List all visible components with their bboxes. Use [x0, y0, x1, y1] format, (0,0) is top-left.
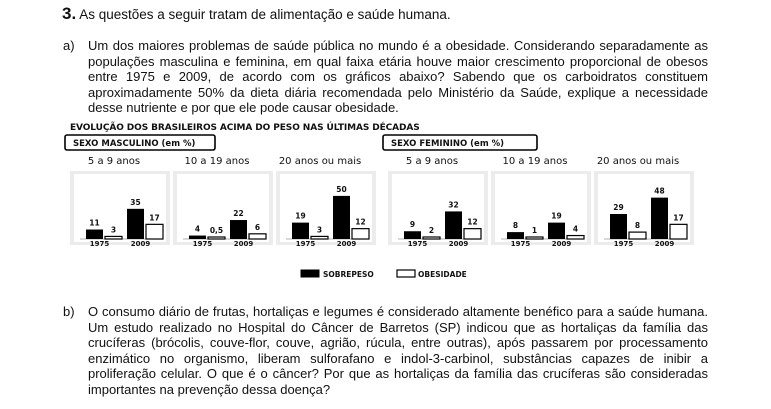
bar-sobrepeso-1-2-1 [651, 197, 668, 239]
label-sobrepeso-1-2-1: 48 [654, 187, 664, 196]
bar-obesidade-0-2-0 [310, 235, 329, 240]
label-sobrepeso-1-1-0: 8 [513, 221, 518, 230]
group-header-label-1: SEXO FEMININO (em %) [391, 139, 504, 149]
category-label-0-2-1: 2009 [337, 240, 357, 248]
bar-sobrepeso-1-1-1 [548, 222, 565, 239]
label-sobrepeso-1-2-0: 29 [613, 203, 623, 212]
legend-swatch-sobrepeso [300, 269, 320, 278]
question-header: 3. As questões a seguir tratam de alimen… [62, 4, 451, 24]
bar-obesidade-1-2-1 [669, 223, 688, 240]
legend-label-sobrepeso: SOBREPESO [323, 270, 374, 279]
panel-inner-1-1 [495, 174, 587, 242]
bar-obesidade-1-2-0 [628, 231, 647, 240]
group-header-label-0: SEXO MASCULINO (em %) [73, 139, 196, 149]
category-label-1-1-0: 1975 [511, 240, 531, 248]
category-label-0-0-1: 2009 [131, 240, 151, 248]
label-obesidade-0-2-0: 3 [317, 225, 322, 234]
panel-title-0-1: 10 a 19 anos [185, 156, 250, 167]
bar-sobrepeso-1-1-0 [507, 232, 524, 239]
label-obesidade-1-0-0: 2 [429, 226, 434, 235]
question-number: 3. [62, 4, 77, 23]
category-label-1-0-1: 2009 [449, 240, 469, 248]
bar-obesidade-0-1-0 [207, 236, 226, 240]
label-obesidade-1-1-0: 1 [532, 226, 537, 235]
bar-obesidade-1-0-0 [422, 236, 441, 240]
label-obesidade-0-0-1: 17 [149, 213, 159, 222]
part-b: b) O consumo diário de frutas, hortaliça… [63, 304, 708, 398]
bar-sobrepeso-0-0-0 [86, 229, 103, 239]
label-obesidade-1-0-1: 12 [467, 218, 477, 227]
category-label-0-2-0: 1975 [296, 240, 316, 248]
panel-title-1-2: 20 anos ou mais [597, 156, 679, 167]
label-sobrepeso-1-0-0: 9 [410, 220, 415, 229]
label-obesidade-1-2-1: 17 [673, 213, 683, 222]
panel-title-0-0: 5 a 9 anos [88, 156, 140, 167]
bar-sobrepeso-0-1-0 [189, 235, 206, 239]
bar-sobrepeso-0-1-1 [230, 220, 247, 239]
label-sobrepeso-0-2-1: 50 [336, 185, 346, 194]
bar-obesidade-1-0-1 [463, 228, 482, 240]
group-header-box-1 [382, 134, 538, 151]
label-sobrepeso-0-0-1: 35 [130, 198, 140, 207]
legend-label-obesidade: OBESIDADE [418, 270, 467, 279]
bar-sobrepeso-0-0-1 [127, 208, 144, 239]
category-label-1-0-0: 1975 [408, 240, 428, 248]
bar-sobrepeso-1-0-1 [445, 211, 462, 239]
panel-title-0-2: 20 anos ou mais [279, 156, 361, 167]
label-sobrepeso-0-1-1: 22 [233, 209, 243, 218]
bar-sobrepeso-1-0-0 [404, 231, 421, 239]
label-obesidade-0-1-0: 0,5 [210, 226, 223, 235]
part-b-label: b) [63, 304, 75, 319]
label-obesidade-0-1-1: 6 [255, 223, 260, 232]
bar-sobrepeso-1-2-0 [610, 214, 627, 239]
category-label-0-1-0: 1975 [193, 240, 213, 248]
label-obesidade-1-1-1: 4 [573, 225, 578, 234]
category-label-1-2-1: 2009 [655, 240, 675, 248]
part-a: a) Um dos maiores problemas de saúde púb… [63, 38, 708, 116]
question-intro: As questões a seguir tratam de alimentaç… [79, 7, 451, 22]
bar-obesidade-0-0-0 [104, 235, 123, 240]
part-a-text: Um dos maiores problemas de saúde públic… [88, 38, 708, 116]
label-sobrepeso-0-0-0: 11 [89, 219, 99, 228]
part-a-label: a) [63, 38, 75, 53]
category-label-1-2-0: 1975 [614, 240, 634, 248]
panel-title-1-1: 10 a 19 anos [503, 156, 568, 167]
label-sobrepeso-0-2-0: 19 [295, 212, 305, 221]
legend-swatch-obesidade [396, 269, 416, 278]
bar-sobrepeso-0-2-0 [292, 222, 309, 239]
label-obesidade-0-2-1: 12 [355, 218, 365, 227]
category-label-1-1-1: 2009 [552, 240, 572, 248]
label-obesidade-0-0-0: 3 [111, 225, 116, 234]
panel-title-1-0: 5 a 9 anos [406, 156, 458, 167]
group-header-box-0 [64, 134, 216, 151]
label-sobrepeso-1-0-1: 32 [448, 200, 458, 209]
panel-inner-0-1 [177, 174, 269, 242]
bar-obesidade-0-2-1 [351, 228, 370, 240]
bar-obesidade-0-1-1 [248, 233, 267, 240]
category-label-0-1-1: 2009 [234, 240, 254, 248]
label-sobrepeso-1-1-1: 19 [551, 212, 561, 221]
part-b-text: O consumo diário de frutas, hortaliças e… [88, 304, 708, 397]
label-sobrepeso-0-1-0: 4 [195, 225, 200, 234]
category-label-0-0-0: 1975 [90, 240, 110, 248]
bar-obesidade-0-0-1 [145, 223, 164, 240]
bar-obesidade-1-1-1 [566, 234, 585, 240]
bar-obesidade-1-1-0 [525, 236, 544, 240]
label-obesidade-1-2-0: 8 [635, 221, 640, 230]
chart-title: EVOLUÇÃO DOS BRASILEIROS ACIMA DO PESO N… [70, 123, 420, 133]
bar-sobrepeso-0-2-1 [333, 195, 350, 239]
